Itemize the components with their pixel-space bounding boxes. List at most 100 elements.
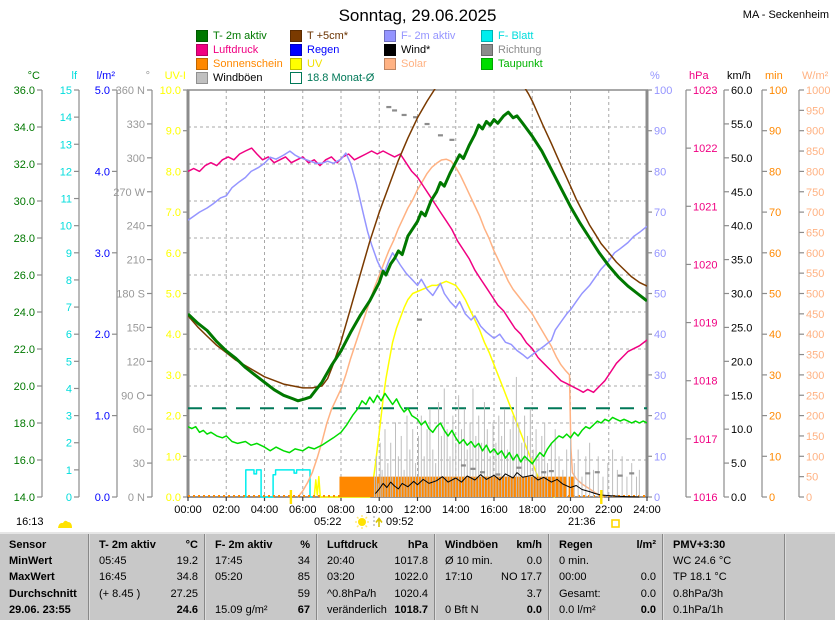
axis-tick-label: 50 bbox=[806, 472, 818, 484]
legend-swatch-icon bbox=[481, 58, 493, 70]
legend-swatch-icon bbox=[196, 44, 208, 56]
axis-tick-label: % bbox=[650, 70, 660, 82]
stats-cell: MaxWert bbox=[9, 571, 55, 584]
axis-tick-label: 10 bbox=[769, 451, 781, 463]
stats-value: °C bbox=[185, 539, 198, 551]
legend-label: Taupunkt bbox=[498, 57, 543, 70]
moonrise-time: 09:52 bbox=[386, 516, 414, 528]
axis-tick-label: 90 bbox=[769, 126, 781, 138]
stats-value: NO 17.7 bbox=[501, 571, 542, 584]
stats-value: 27.25 bbox=[170, 587, 198, 600]
axis-tick-label: 1 bbox=[66, 465, 72, 477]
stats-value: 1022.0 bbox=[394, 571, 428, 584]
stats-value: 34.8 bbox=[176, 571, 198, 584]
axis-tick-label: 1023 bbox=[693, 85, 717, 97]
stats-cell: 0.1hPa/1h bbox=[673, 603, 724, 616]
axis-tick-label: 150 bbox=[127, 322, 145, 334]
stats-cell: 17:45 bbox=[215, 555, 243, 568]
stats-row: 0.8hPa/3h bbox=[673, 587, 778, 603]
legend-item-4: Luftdruck bbox=[196, 43, 290, 57]
stats-row: 16:45 34.8 bbox=[99, 570, 198, 586]
legend-label: Sonnenschein bbox=[213, 57, 283, 70]
axis-tick-label: 360 N bbox=[116, 85, 145, 97]
legend-swatch-icon bbox=[384, 30, 396, 42]
stats-value: % bbox=[300, 539, 310, 551]
stats-row: veränderlich 1018.7 bbox=[327, 603, 428, 619]
axis-tick-label: 0.0 bbox=[731, 492, 746, 504]
axis-km/h bbox=[723, 89, 729, 498]
axis-tick-label: °C bbox=[28, 70, 40, 82]
axis-tick-label: 6.0 bbox=[166, 248, 181, 260]
axis-tick-label: 2 bbox=[66, 438, 72, 450]
axis-tick-label: ° bbox=[146, 70, 150, 82]
axis-tick-label: 26.0 bbox=[14, 270, 35, 282]
axis-tick-label: W/m² bbox=[802, 70, 829, 82]
stats-value: 1018.7 bbox=[394, 603, 428, 616]
stats-value: 67 bbox=[297, 603, 310, 616]
axis-tick-label: 12 bbox=[60, 166, 72, 178]
stats-cell: 0 min. bbox=[559, 555, 589, 568]
axis-tick-label: 50 bbox=[654, 289, 666, 301]
axis-tick-label: 02:00 bbox=[212, 504, 240, 516]
axis-tick-label: 7 bbox=[66, 302, 72, 314]
axis-tick-label: 90 O bbox=[121, 390, 145, 402]
stats-cell: T- 2m aktiv bbox=[99, 539, 156, 551]
sunset-sun-icon bbox=[611, 519, 620, 528]
axis-tick-label: 1019 bbox=[693, 318, 717, 330]
stats-row: F- 2m aktiv% bbox=[215, 538, 310, 554]
legend-label: 18.8 Monat-Ø bbox=[307, 71, 375, 84]
axis-tick-label: 50 bbox=[769, 289, 781, 301]
axis-tick-label: 200 bbox=[806, 411, 824, 423]
stats-cell: MinWert bbox=[9, 555, 53, 568]
series-richtung bbox=[386, 105, 635, 477]
axis-tick-label: 80 bbox=[769, 166, 781, 178]
axis-tick-label: 1022 bbox=[693, 143, 717, 155]
legend-swatch-icon bbox=[290, 30, 302, 42]
axis-tick-label: 20:00 bbox=[557, 504, 585, 516]
axis-tick-label: 60 bbox=[133, 424, 145, 436]
axis-tick-label: 35.0 bbox=[731, 255, 752, 267]
axis-tick-label: 70 bbox=[769, 207, 781, 219]
stats-cell: 15.09 g/m² bbox=[215, 603, 268, 616]
axis-tick-label: 3.0 bbox=[166, 370, 181, 382]
axis-tick-label: 30 bbox=[769, 370, 781, 382]
legend-label: Solar bbox=[401, 57, 427, 70]
stats-cell: 05:20 bbox=[215, 571, 243, 584]
series-luftdruck bbox=[188, 147, 647, 394]
stats-row: 17:45 34 bbox=[215, 554, 310, 570]
axis-tick-label: 400 bbox=[806, 329, 824, 341]
axis-tick-label: 40 bbox=[769, 329, 781, 341]
axis-tick-label: 06:00 bbox=[289, 504, 317, 516]
axis-tick-label: 11 bbox=[61, 194, 72, 206]
stats-row: 05:20 85 bbox=[215, 570, 310, 586]
axis-tick-label: 800 bbox=[806, 166, 824, 178]
axis-tick-label: 90 bbox=[654, 126, 666, 138]
axis-tick-label: 10 bbox=[654, 451, 666, 463]
axis-tick-label: 16:00 bbox=[480, 504, 508, 516]
axis-tick-label: 350 bbox=[806, 350, 824, 362]
series-windboeen bbox=[373, 376, 640, 497]
axis-tick-label: 1.0 bbox=[95, 411, 110, 423]
axis-tick-label: 1000 bbox=[806, 85, 830, 97]
axis-tick-label: 100 bbox=[654, 85, 672, 97]
axis-tick-label: 3 bbox=[66, 411, 72, 423]
axis-tick-label: 0.0 bbox=[166, 492, 181, 504]
stats-value: 19.2 bbox=[176, 555, 198, 568]
stats-value: 0.0 bbox=[640, 587, 656, 600]
stats-value: hPa bbox=[407, 539, 428, 551]
axis-tick-label: 22:00 bbox=[595, 504, 623, 516]
legend-item-7: Richtung bbox=[481, 43, 593, 57]
axis-tick-label: 24:00 bbox=[633, 504, 661, 516]
stats-row: MaxWert bbox=[9, 570, 82, 586]
axis-tick-label: 10.0 bbox=[160, 85, 181, 97]
stats-row: 03:20 1022.0 bbox=[327, 570, 428, 586]
stats-cell: Ø 10 min. bbox=[445, 555, 493, 568]
legend-swatch-icon bbox=[481, 30, 493, 42]
stats-cell: ^0.8hPa/h bbox=[327, 587, 377, 600]
axis-tick-label: 1020 bbox=[693, 259, 717, 271]
stats-column bbox=[784, 534, 835, 620]
stats-value: l/m² bbox=[636, 539, 656, 551]
axis-tick-label: 16.0 bbox=[14, 455, 35, 467]
stats-cell: Regen bbox=[559, 539, 593, 551]
